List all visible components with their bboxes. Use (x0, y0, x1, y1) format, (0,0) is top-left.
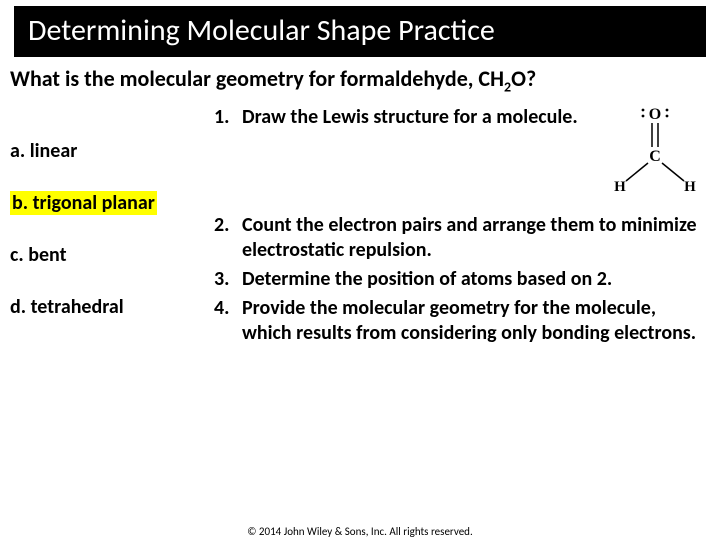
question-post: O? (511, 65, 536, 92)
lone-pair-dot (666, 109, 669, 112)
lone-pair-dot (666, 115, 669, 118)
steps-list: Draw the Lewis structure for a molecule.… (214, 105, 710, 195)
option-b-highlight: b. trigonal planar (10, 191, 157, 215)
bond-line (626, 163, 648, 181)
atom-h1: H (614, 179, 626, 195)
step-2: Count the electron pairs and arrange the… (214, 213, 710, 263)
option-a: a. linear (10, 139, 210, 163)
step-3: Determine the position of atoms based on… (214, 267, 710, 292)
option-c: c. bent (10, 243, 210, 267)
question-text: What is the molecular geometry for forma… (0, 61, 720, 105)
steps-list-cont: Count the electron pairs and arrange the… (214, 213, 710, 346)
atom-h2: H (684, 179, 696, 195)
atom-o: O (649, 106, 661, 123)
question-pre: What is the molecular geometry for forma… (10, 65, 504, 92)
question-sub: 2 (504, 78, 511, 95)
copyright-text: © 2014 John Wiley & Sons, Inc. All right… (0, 525, 720, 538)
option-b: b. trigonal planar (10, 191, 210, 215)
slide-title: Determining Molecular Shape Practice (14, 6, 706, 57)
options-column: a. linear b. trigonal planar c. bent d. … (10, 105, 210, 350)
option-d: d. tetrahedral (10, 295, 210, 319)
bond-line (662, 163, 684, 181)
lewis-structure-icon: O C H (600, 103, 710, 195)
step-1-text: Draw the Lewis structure for a molecule. (242, 105, 594, 130)
atom-c: C (649, 148, 661, 165)
steps-column: Draw the Lewis structure for a molecule.… (210, 105, 710, 350)
step-1: Draw the Lewis structure for a molecule.… (214, 105, 710, 195)
step-4: Provide the molecular geometry for the m… (214, 296, 710, 346)
lone-pair-dot (642, 109, 645, 112)
content-area: a. linear b. trigonal planar c. bent d. … (0, 105, 720, 350)
lone-pair-dot (642, 115, 645, 118)
